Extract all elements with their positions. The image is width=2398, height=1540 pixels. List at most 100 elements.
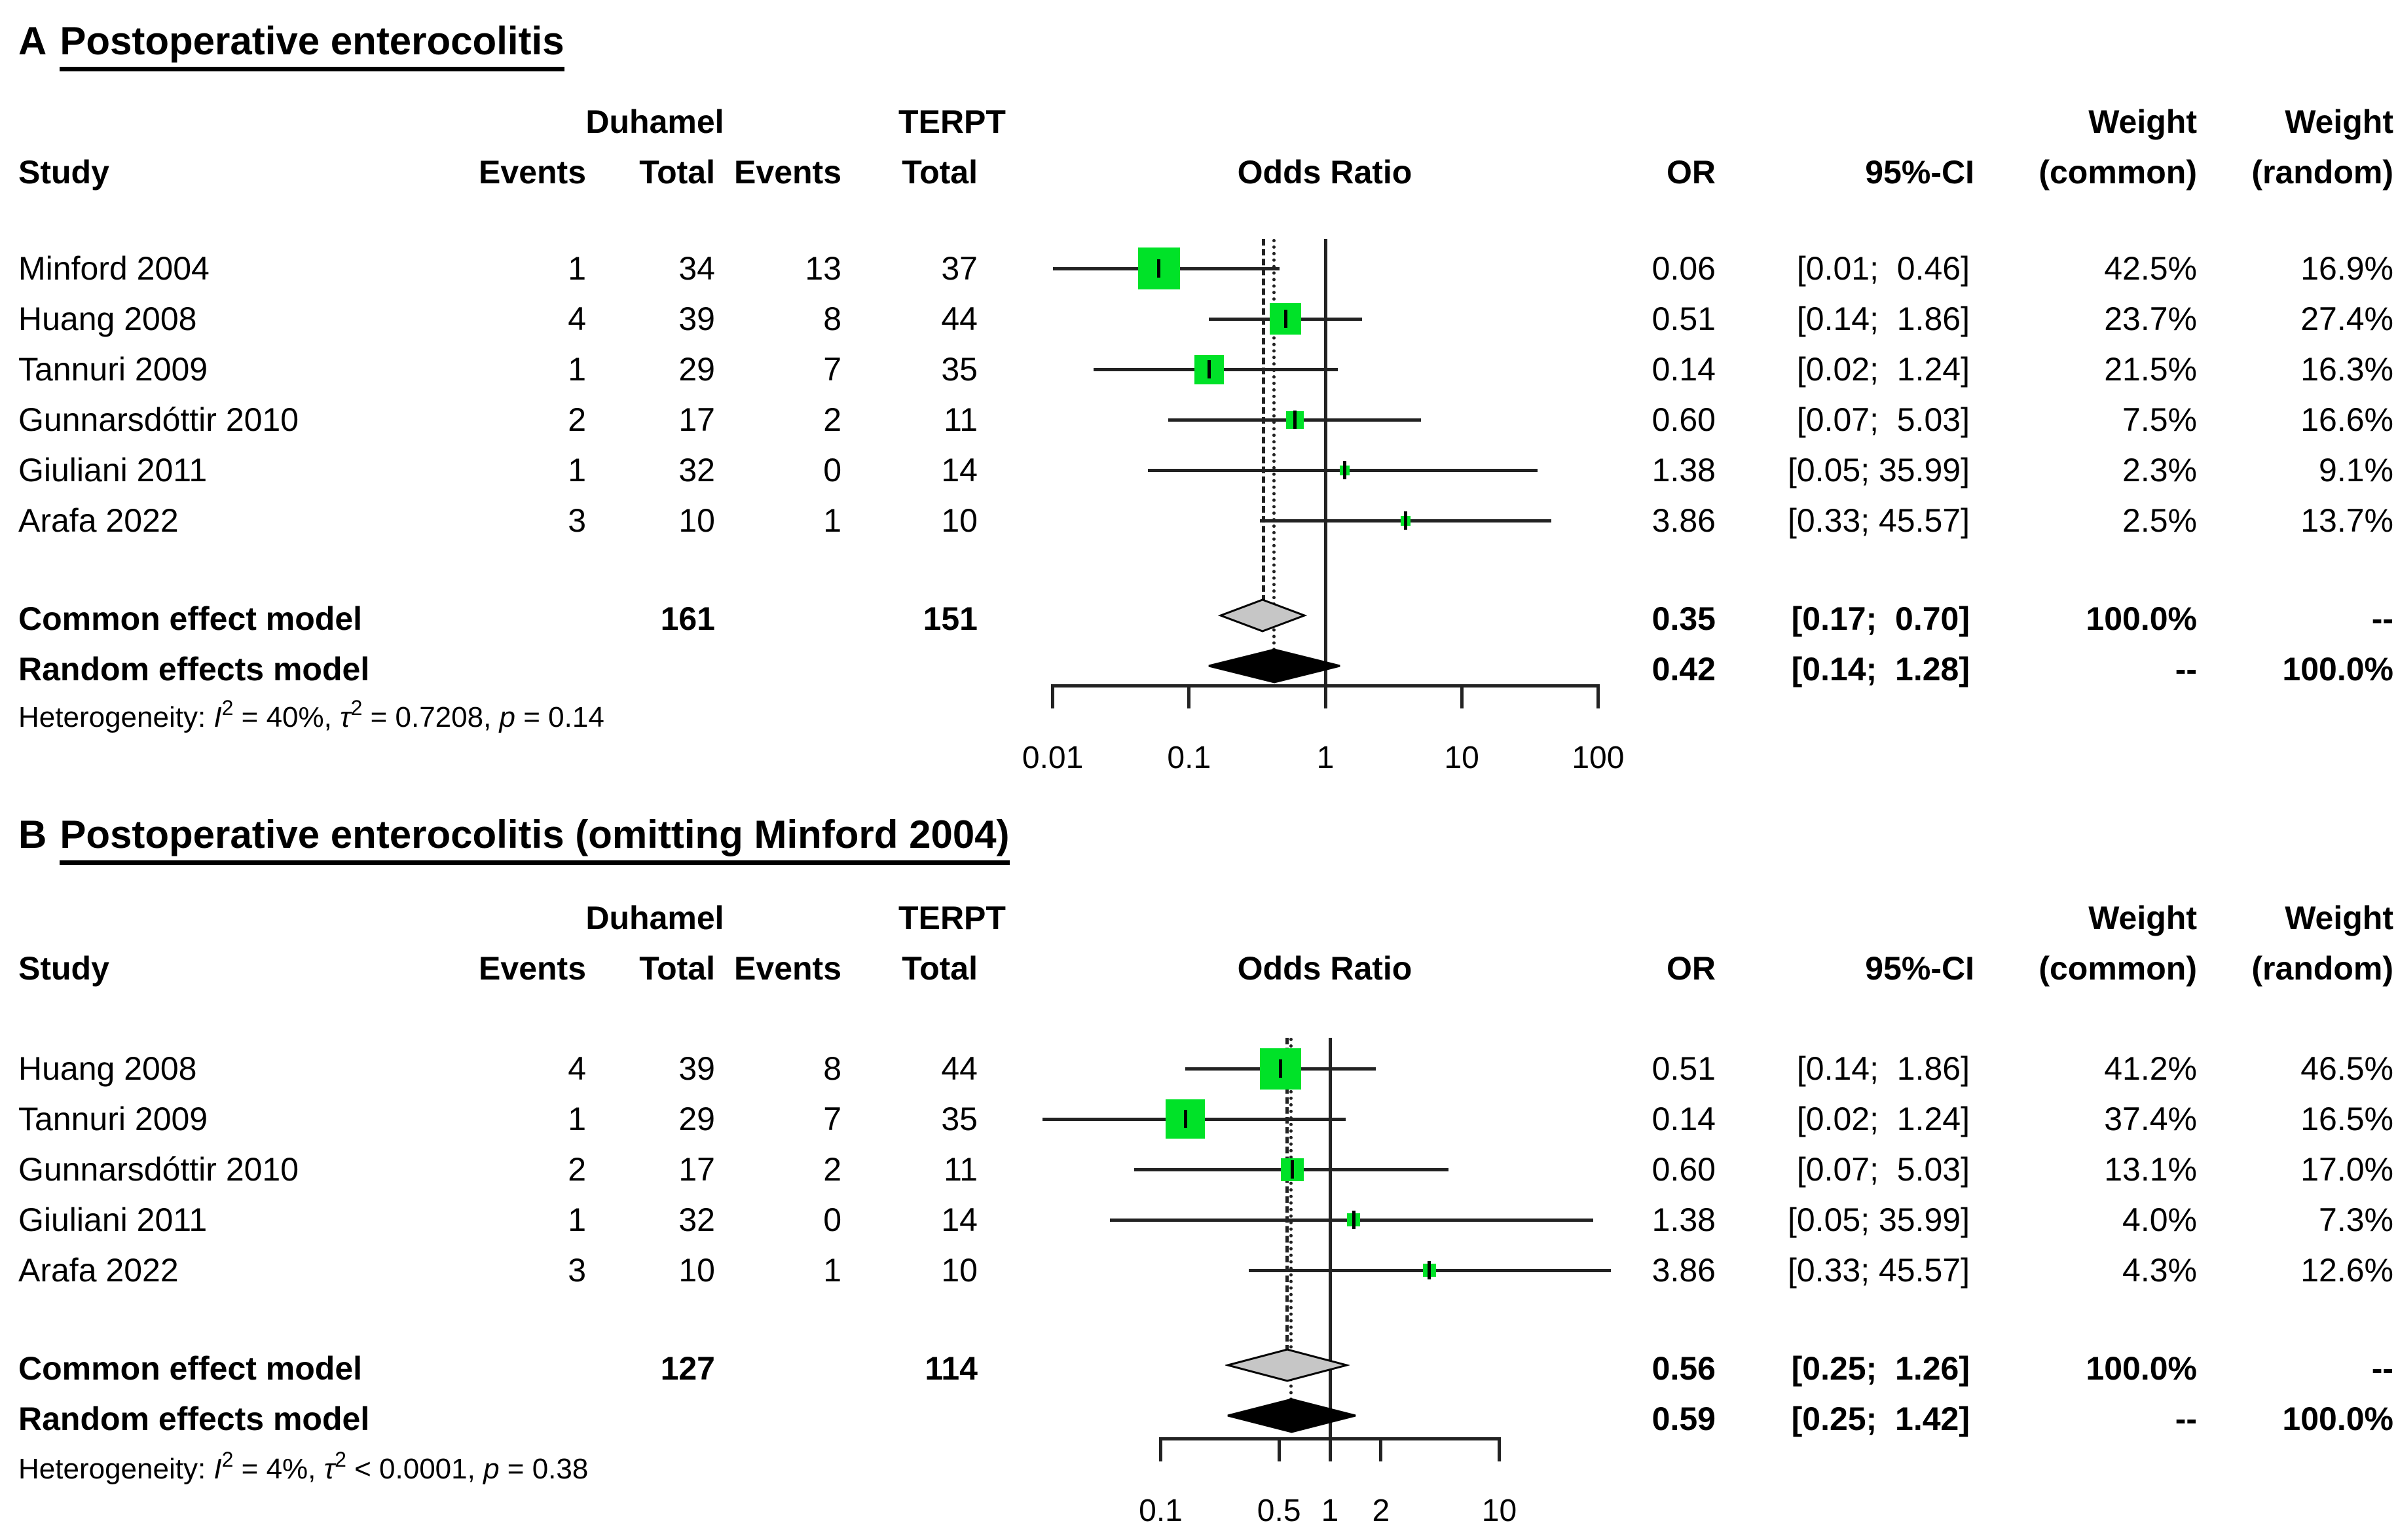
common-effect-diamond [1217,598,1307,632]
weight-random-value: 17.0% [2300,1151,2393,1188]
heterogeneity-sup2: 2 [335,1448,346,1471]
duhamel-total-value: 29 [678,1101,715,1137]
ci-value: [0.01; 0.46] [1796,250,1970,287]
effect-marker [1283,310,1287,328]
terpt-total-value: 35 [941,1101,978,1137]
common-or-value: 0.56 [1651,1350,1716,1387]
or-value: 0.06 [1651,250,1716,287]
or-value: 0.51 [1651,1050,1716,1087]
ci-value: [0.02; 1.24] [1796,1101,1970,1137]
duhamel-total-value: 32 [678,452,715,488]
weight-random-value: 13.7% [2300,502,2393,539]
ci-value: [0.05; 35.99] [1787,452,1970,488]
ci-value: [0.05; 35.99] [1787,1201,1970,1238]
duhamel-total-value: 10 [678,502,715,539]
heterogeneity-mid2: = 0.7208, [362,701,500,733]
heterogeneity-tail: = 0.14 [515,701,604,733]
duhamel-events-value: 4 [568,301,586,337]
random-effects-label: Random effects model [18,1401,370,1437]
null-effect-line [1328,1038,1332,1461]
panel-b-letter: B [18,813,47,856]
effect-marker [1278,1059,1282,1078]
col-header-duhamel: Duhamel [585,900,724,936]
random-effect-diamond [1227,1398,1356,1433]
terpt-total-value: 14 [941,1201,978,1238]
col-header-terpt: TERPT [898,900,1006,936]
axis-tick [1328,1437,1332,1461]
col-header-weight-random-1: Weight [2285,900,2393,936]
heterogeneity-p_sym: p [483,1453,500,1485]
panel-b-title: B Postoperative enterocolitis (omitting M… [18,812,1010,865]
effect-marker [1207,360,1211,378]
terpt-total-value: 37 [941,250,978,287]
effect-marker [1352,1211,1356,1229]
duhamel-events-value: 2 [568,401,586,438]
heterogeneity-prefix: Heterogeneity: [18,701,214,733]
random-or-value: 0.42 [1651,651,1716,688]
random-effect-diamond [1208,648,1340,684]
or-value: 0.14 [1651,351,1716,388]
common-effect-line [1285,1038,1289,1351]
duhamel-events-value: 1 [568,250,586,287]
study-label: Minford 2004 [18,250,210,287]
heterogeneity-i_sym: I [213,701,222,733]
effect-marker [1183,1110,1187,1128]
duhamel-total-value: 39 [678,1050,715,1087]
col-header-weight-random-2: (random) [2251,154,2393,191]
study-label: Tannuri 2009 [18,1101,208,1137]
terpt-events-value: 0 [823,1201,841,1238]
study-label: Gunnarsdóttir 2010 [18,1151,299,1188]
heterogeneity-mid1: = 40%, [233,701,341,733]
col-header-duhamel: Duhamel [585,103,724,140]
ci-value: [0.07; 5.03] [1796,1151,1970,1188]
terpt-events-value: 7 [823,351,841,388]
col-header-odds-ratio: Odds Ratio [1237,950,1412,987]
common-effect-diamond [1225,1348,1350,1382]
weight-random-value: 7.3% [2319,1201,2393,1238]
axis-tick [1277,1437,1281,1461]
panel-a-title-text: Postoperative enterocolitis [60,19,564,71]
terpt-events-value: 2 [823,1151,841,1188]
ci-value: [0.14; 1.86] [1796,301,1970,337]
effect-marker [1342,461,1346,479]
heterogeneity-note: Heterogeneity: I2 = 4%, τ2 < 0.0001, p =… [18,1448,588,1486]
study-label: Tannuri 2009 [18,351,208,388]
ci-value: [0.33; 45.57] [1787,502,1970,539]
axis-tick-label: 100 [1572,741,1625,776]
heterogeneity-mid1: = 4%, [233,1453,324,1485]
or-value: 0.60 [1651,401,1716,438]
duhamel-events-value: 3 [568,502,586,539]
common-terpt-total: 114 [925,1350,978,1387]
terpt-total-value: 11 [944,401,978,438]
effect-marker [1403,511,1407,530]
duhamel-total-value: 29 [678,351,715,388]
axis-tick [1187,684,1191,708]
axis-tick-label: 1 [1321,1494,1339,1529]
heterogeneity-prefix: Heterogeneity: [18,1453,214,1485]
col-header-terpt-total: Total [902,950,978,987]
study-label: Giuliani 2011 [18,452,208,488]
terpt-events-value: 1 [823,502,841,539]
common-weight-random: -- [2371,1350,2393,1387]
heterogeneity-mid2: < 0.0001, [346,1453,484,1485]
ci-value: [0.07; 5.03] [1796,401,1970,438]
duhamel-events-value: 1 [568,452,586,488]
duhamel-events-value: 4 [568,1050,586,1087]
terpt-total-value: 11 [944,1151,978,1188]
ci-value: [0.14; 1.86] [1796,1050,1970,1087]
terpt-total-value: 35 [941,351,978,388]
heterogeneity-sup1: 2 [221,696,234,720]
terpt-total-value: 10 [941,502,978,539]
col-header-weight-common-1: Weight [2088,900,2197,936]
weight-common-value: 42.5% [2104,250,2197,287]
duhamel-events-value: 1 [568,1201,586,1238]
axis-tick [1596,684,1600,708]
or-value: 0.14 [1651,1101,1716,1137]
axis-tick-label: 0.1 [1167,741,1211,776]
axis-tick-label: 10 [1444,741,1479,776]
duhamel-total-value: 39 [678,301,715,337]
terpt-events-value: 7 [823,1101,841,1137]
panel-a-letter: A [18,19,47,63]
duhamel-total-value: 17 [678,1151,715,1188]
